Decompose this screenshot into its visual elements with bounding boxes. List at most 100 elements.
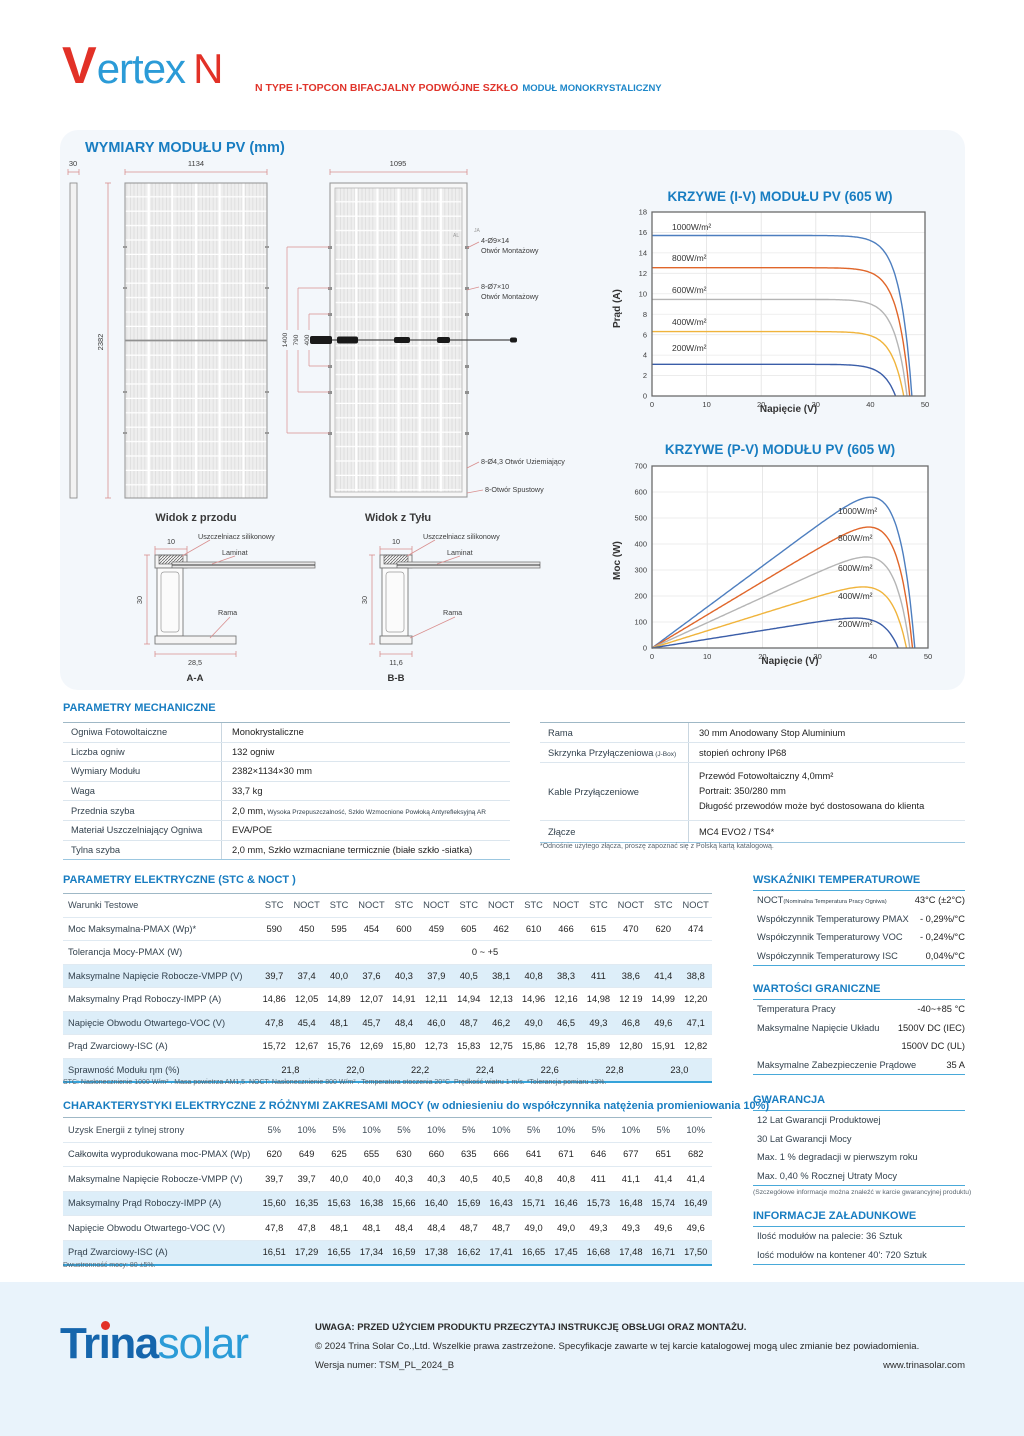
row-values: 620 649 625 655 630 660 635 666 641 671 646 677 651 6… <box>258 1149 712 1159</box>
table-cell: 49,6 <box>654 1017 673 1028</box>
annotation-ground-hole: 8-Ø4,3 Otwór Uziemiający <box>481 457 565 466</box>
series-label: 200W/m² <box>672 343 707 353</box>
row-values: STC NOCT STC NOCT STC NOCT STC NOCT STC NOCT STC NO… <box>258 900 712 910</box>
table-cell: 41,4 <box>654 970 673 981</box>
row-label: Maksymalny Prąd Roboczy-IMPP (A) <box>68 994 222 1005</box>
table-cell: 12,82 <box>684 1041 708 1052</box>
svg-text:200: 200 <box>634 592 647 601</box>
series-label: 1000W/m² <box>838 506 878 516</box>
table-row: Warunki Testowe STC NOCT STC NOCT STC NOCT STC N… <box>63 894 712 918</box>
svg-text:0: 0 <box>650 652 654 661</box>
table-row: Prąd Zwarciowy-ISC (A) 16,51 17,29 16,55 17,… <box>63 1240 712 1264</box>
table-cell: 47,1 <box>686 1017 705 1028</box>
table-row: Maksymalny Prąd Roboczy-IMPP (A) 14,86 12,… <box>63 988 712 1012</box>
svg-text:500: 500 <box>634 514 647 523</box>
table-cell: 411 <box>591 970 606 981</box>
column-header: 5% <box>656 1124 670 1135</box>
table-cell: 12,11 <box>425 994 448 1005</box>
table-cell: 610 <box>525 923 542 934</box>
row-value: 33,7 kg <box>221 781 510 801</box>
table-cell: 48,1 <box>330 1017 349 1028</box>
row-value: 132 ogniw <box>221 742 510 762</box>
bb-dim-top: 10 <box>392 537 400 546</box>
list-item: 30 Lat Gwarancji Mocy <box>757 1133 852 1144</box>
table-row: Sprawność Modułu ηm (%) 21,8 22,0 22,2 22,4 2… <box>63 1058 712 1081</box>
mech-section-title: PARAMETRY MECHANICZNE <box>63 702 216 714</box>
table-cell: 40,3 <box>394 1173 413 1184</box>
table-cell: 46,0 <box>427 1017 446 1028</box>
table-cell: 41,1 <box>621 1173 640 1184</box>
row-label: Rama <box>548 727 573 738</box>
table-row: 1500V DC (UL) <box>753 1037 965 1056</box>
table-cell: 682 <box>687 1149 704 1160</box>
table-cell: 16,65 <box>521 1247 546 1258</box>
table-cell: 46,5 <box>556 1017 576 1028</box>
logo-trina: Trına <box>60 1319 159 1368</box>
aa-caption: A-A <box>187 673 204 684</box>
aa-frame-label: Rama <box>218 608 237 617</box>
table-row: Maksymalne Napięcie Robocze-VMPP (V) 39,7… <box>63 1167 712 1192</box>
table-cell: 17,38 <box>424 1247 448 1258</box>
curve-1000W/m² <box>651 496 916 649</box>
table-cell: 454 <box>363 923 380 934</box>
table-row: Maksymalne Napięcie Układu 1500V DC (IEC… <box>753 1019 965 1038</box>
column-header: 10% <box>362 1124 381 1135</box>
product-subtitle: N TYPE I-TOPCON BIFACJALNY PODWÓJNE SZKŁ… <box>255 78 662 96</box>
list-item: Ilość modułów na palecie: 36 Sztuk <box>757 1231 903 1242</box>
table-row: Napięcie Obwodu Otwartego-VOC (V) 47,8 45,… <box>63 1011 712 1035</box>
table-cell: 600 <box>396 923 412 934</box>
series-label: 800W/m² <box>838 533 873 543</box>
table-row: Skrzynka Przyłączeniowa (J-Box) stopień … <box>540 743 965 763</box>
svg-text:6: 6 <box>643 330 647 339</box>
series-label: 1000W/m² <box>672 222 712 232</box>
table-cell: 22,2 <box>411 1064 430 1075</box>
table-cell: 47,8 <box>265 1222 284 1233</box>
column-header: 5% <box>397 1124 411 1135</box>
table-cell: 590 <box>266 923 282 934</box>
column-header: 5% <box>267 1124 281 1135</box>
table-cell: 12,13 <box>489 994 513 1005</box>
table-row: Współczynnik Temperaturowy VOC - 0,24%/°… <box>753 928 965 947</box>
bb-laminate-label: Laminat <box>447 548 473 557</box>
table-cell: 48,4 <box>394 1017 413 1028</box>
curve-1000W/m² <box>652 234 913 397</box>
table-row: Moc Maksymalna-PMAX (Wp)* 590 450 595 454 600… <box>63 918 712 941</box>
column-header: STC <box>524 900 543 911</box>
value-text: EVA/POE <box>232 825 273 836</box>
row-label: Maksymalne Napięcie Robocze-VMPP (V) <box>68 970 243 981</box>
loading-title: INFORMACJE ZAŁADUNKOWE <box>753 1210 965 1227</box>
table-cell: 49,0 <box>556 1222 576 1233</box>
row-label: Współczynnik Temperaturowy PMAX <box>757 913 909 924</box>
table-cell: 15,74 <box>651 1198 675 1209</box>
row-label: Waga <box>71 786 95 797</box>
table-cell: 40,0 <box>330 1173 349 1184</box>
svg-text:300: 300 <box>634 566 647 575</box>
table-cell: 15,80 <box>392 1041 416 1052</box>
svg-text:700: 700 <box>634 462 647 471</box>
column-header: 5% <box>332 1124 346 1135</box>
table-cell: 40,8 <box>556 1173 576 1184</box>
dim-30-label: 30 <box>69 159 77 168</box>
row-values: 14,86 12,05 14,89 12,07 14,91 12,11 14,94 12,13… <box>258 994 712 1004</box>
table-cell: 411 <box>591 1173 606 1184</box>
row-value: 1500V DC (IEC) <box>897 1022 965 1033</box>
svg-text:10: 10 <box>702 400 710 409</box>
table-cell: 16,48 <box>619 1198 643 1209</box>
svg-text:600: 600 <box>634 488 647 497</box>
front-view-caption: Widok z przodu <box>155 512 236 524</box>
row-label: Skrzynka Przyłączeniowa (J-Box) <box>548 747 677 758</box>
row-label: Wymiary Modułu <box>71 766 141 777</box>
table-row: Rama 30 mm Anodowany Stop Aluminium <box>540 723 965 743</box>
footer-url[interactable]: www.trinasolar.com <box>883 1360 965 1371</box>
table-cell: 40,5 <box>492 1173 511 1184</box>
table-row: Materiał Uszczelniający Ogniwa EVA/POE <box>63 820 510 841</box>
table-cell: 22,6 <box>540 1064 559 1075</box>
dim-790-label: 790 <box>293 334 300 345</box>
column-header: NOCT <box>617 900 645 911</box>
table-row: Tolerancja Mocy-PMAX (W) 0 ~ +5 <box>63 941 712 965</box>
table-cell: 15,89 <box>586 1041 611 1052</box>
svg-text:10: 10 <box>703 652 711 661</box>
svg-text:8: 8 <box>643 310 647 319</box>
table-cell: 38,6 <box>621 970 640 981</box>
